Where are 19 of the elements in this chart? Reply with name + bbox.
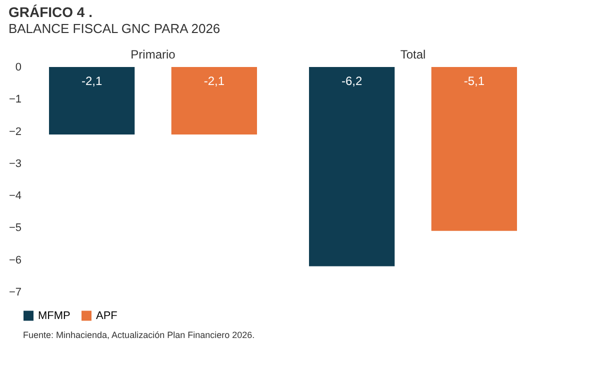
data-label: -6,2 — [341, 74, 362, 88]
chart-subtitle: BALANCE FISCAL GNC PARA 2026 — [8, 21, 220, 36]
y-tick-label: −3 — [8, 158, 22, 170]
chart-title: GRÁFICO 4 . — [8, 4, 92, 20]
y-tick-label: −2 — [8, 126, 22, 138]
data-label: -2,1 — [204, 74, 225, 88]
y-tick-label: −7 — [8, 286, 22, 298]
legend-label: APF — [96, 310, 118, 322]
data-label: -5,1 — [464, 74, 485, 88]
legend-label: MFMP — [38, 310, 70, 322]
data-label: -2,1 — [81, 74, 102, 88]
y-tick-label: −1 — [8, 94, 22, 106]
x-tick-label: Total — [400, 48, 426, 62]
source-note: Fuente: Minhacienda, Actualización Plan Financiero 2026. — [23, 330, 255, 340]
y-tick-label: 0 — [15, 62, 22, 74]
y-tick-label: −4 — [8, 190, 22, 202]
y-tick-label: −5 — [8, 222, 22, 234]
y-tick-label: −6 — [8, 254, 22, 266]
x-tick-label: Primario — [130, 48, 176, 62]
